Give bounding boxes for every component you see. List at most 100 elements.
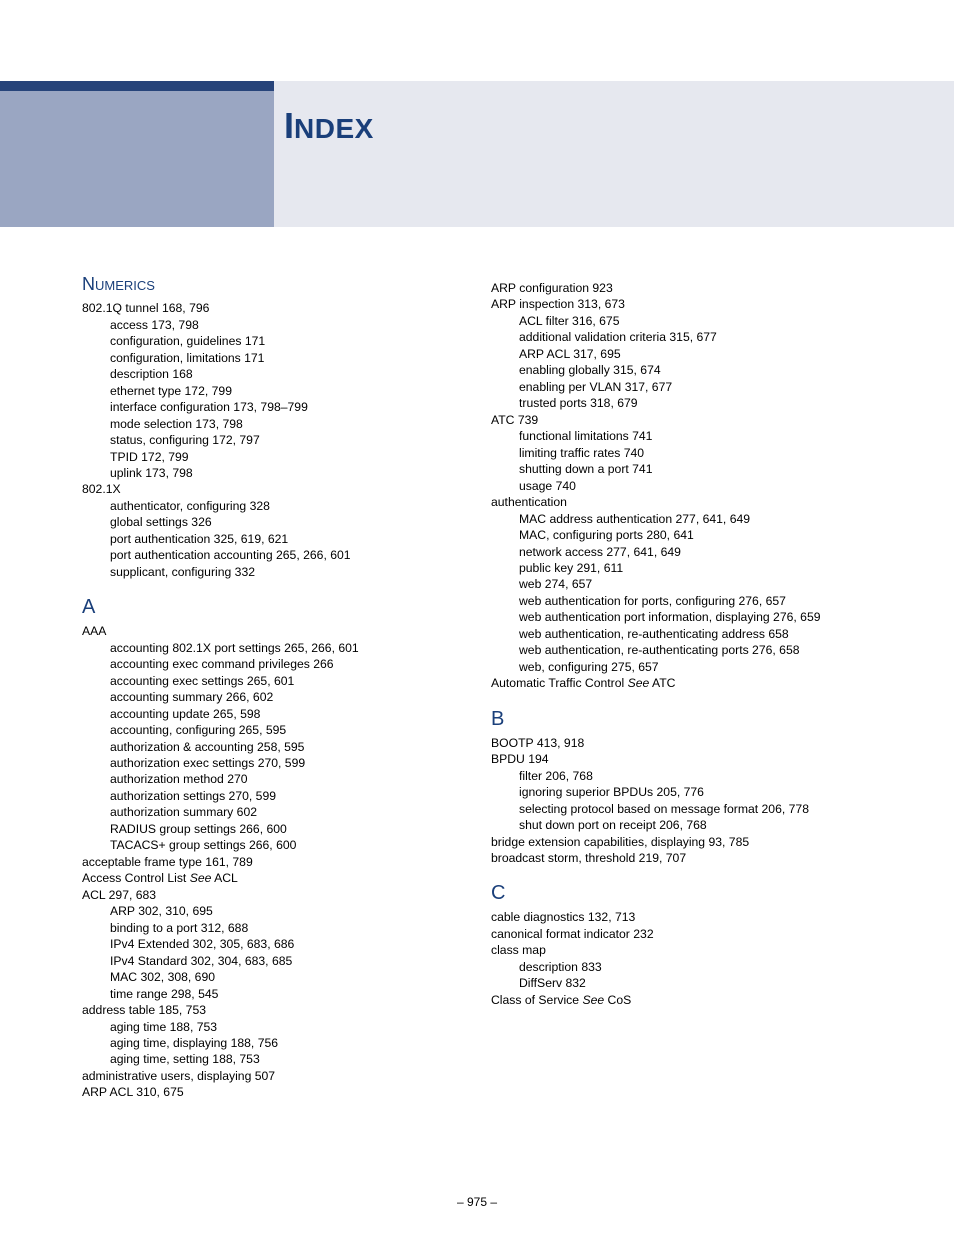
section-a: A [82, 594, 463, 621]
index-entry: TPID 172, 799 [82, 449, 463, 465]
section-numerics: Numerics [82, 272, 463, 296]
index-entry: authorization & accounting 258, 595 [82, 739, 463, 755]
index-entry: description 833 [491, 959, 872, 975]
index-entry: MAC address authentication 277, 641, 649 [491, 511, 872, 527]
index-entry: selecting protocol based on message form… [491, 801, 872, 817]
index-entry: web authentication port information, dis… [491, 609, 872, 625]
index-entry: time range 298, 545 [82, 986, 463, 1002]
index-entry: ARP configuration 923 [491, 280, 872, 296]
index-entry: accounting update 265, 598 [82, 706, 463, 722]
index-entry: accounting exec settings 265, 601 [82, 673, 463, 689]
index-entry: enabling per VLAN 317, 677 [491, 379, 872, 395]
index-entry: accounting, configuring 265, 595 [82, 722, 463, 738]
index-entry: Class of Service See CoS [491, 992, 872, 1008]
index-entry: public key 291, 611 [491, 560, 872, 576]
index-entry: binding to a port 312, 688 [82, 920, 463, 936]
entry-text: Automatic Traffic Control [491, 676, 628, 690]
index-entry: web 274, 657 [491, 576, 872, 592]
index-entry: authorization exec settings 270, 599 [82, 755, 463, 771]
index-entry: shutting down a port 741 [491, 461, 872, 477]
index-entry: class map [491, 942, 872, 958]
index-entry: ignoring superior BPDUs 205, 776 [491, 784, 872, 800]
index-entry: canonical format indicator 232 [491, 926, 872, 942]
index-entry: configuration, guidelines 171 [82, 333, 463, 349]
index-entry: filter 206, 768 [491, 768, 872, 784]
section-c: C [491, 880, 872, 907]
title-first: I [284, 105, 294, 146]
index-entry: accounting summary 266, 602 [82, 689, 463, 705]
index-entry: authorization summary 602 [82, 804, 463, 820]
section-b: B [491, 706, 872, 733]
entry-text: CoS [604, 993, 631, 1007]
index-entry: port authentication accounting 265, 266,… [82, 547, 463, 563]
index-entry: status, configuring 172, 797 [82, 432, 463, 448]
page-number: – 975 – [0, 1195, 954, 1209]
index-entry: address table 185, 753 [82, 1002, 463, 1018]
index-entry: usage 740 [491, 478, 872, 494]
index-entry: limiting traffic rates 740 [491, 445, 872, 461]
index-entry: accounting 802.1X port settings 265, 266… [82, 640, 463, 656]
index-entry: shut down port on receipt 206, 768 [491, 817, 872, 833]
title-rest: NDEX [294, 113, 374, 144]
index-entry: broadcast storm, threshold 219, 707 [491, 850, 872, 866]
index-entry: mode selection 173, 798 [82, 416, 463, 432]
index-entry: BOOTP 413, 918 [491, 735, 872, 751]
see-ref: See [190, 871, 212, 885]
index-entry: IPv4 Extended 302, 305, 683, 686 [82, 936, 463, 952]
index-entry: ARP ACL 317, 695 [491, 346, 872, 362]
index-entry: network access 277, 641, 649 [491, 544, 872, 560]
index-entry: ethernet type 172, 799 [82, 383, 463, 399]
index-entry: MAC, configuring ports 280, 641 [491, 527, 872, 543]
left-column: Numerics 802.1Q tunnel 168, 796 access 1… [82, 272, 463, 1101]
index-entry: ARP 302, 310, 695 [82, 903, 463, 919]
index-entry: RADIUS group settings 266, 600 [82, 821, 463, 837]
index-entry: supplicant, configuring 332 [82, 564, 463, 580]
index-entry: ATC 739 [491, 412, 872, 428]
index-entry: 802.1Q tunnel 168, 796 [82, 300, 463, 316]
index-entry: trusted ports 318, 679 [491, 395, 872, 411]
index-entry: TACACS+ group settings 266, 600 [82, 837, 463, 853]
index-entry: uplink 173, 798 [82, 465, 463, 481]
index-entry: authorization method 270 [82, 771, 463, 787]
index-entry: access 173, 798 [82, 317, 463, 333]
index-entry: authenticator, configuring 328 [82, 498, 463, 514]
index-entry: functional limitations 741 [491, 428, 872, 444]
banner-stripe [0, 81, 274, 91]
index-entry: web authentication, re-authenticating po… [491, 642, 872, 658]
index-entry: 802.1X [82, 481, 463, 497]
see-ref: See [628, 676, 650, 690]
index-entry: Automatic Traffic Control See ATC [491, 675, 872, 691]
index-entry: port authentication 325, 619, 621 [82, 531, 463, 547]
index-entry: BPDU 194 [491, 751, 872, 767]
banner-sideblock [0, 91, 274, 227]
index-entry: ACL 297, 683 [82, 887, 463, 903]
index-entry: ACL filter 316, 675 [491, 313, 872, 329]
index-entry: bridge extension capabilities, displayin… [491, 834, 872, 850]
index-entry: ARP inspection 313, 673 [491, 296, 872, 312]
index-columns: Numerics 802.1Q tunnel 168, 796 access 1… [82, 272, 872, 1101]
index-entry: web, configuring 275, 657 [491, 659, 872, 675]
index-entry: web authentication, re-authenticating ad… [491, 626, 872, 642]
index-entry: configuration, limitations 171 [82, 350, 463, 366]
index-entry: IPv4 Standard 302, 304, 683, 685 [82, 953, 463, 969]
index-entry: aging time, setting 188, 753 [82, 1051, 463, 1067]
entry-text: ATC [649, 676, 675, 690]
entry-text: ACL [211, 871, 237, 885]
index-entry: administrative users, displaying 507 [82, 1068, 463, 1084]
index-entry: web authentication for ports, configurin… [491, 593, 872, 609]
index-entry: additional validation criteria 315, 677 [491, 329, 872, 345]
index-entry: authorization settings 270, 599 [82, 788, 463, 804]
index-entry: enabling globally 315, 674 [491, 362, 872, 378]
index-entry: interface configuration 173, 798–799 [82, 399, 463, 415]
index-entry: DiffServ 832 [491, 975, 872, 991]
index-entry: authentication [491, 494, 872, 510]
index-entry: aging time, displaying 188, 756 [82, 1035, 463, 1051]
entry-text: Class of Service [491, 993, 582, 1007]
right-column: ARP configuration 923 ARP inspection 313… [491, 272, 872, 1101]
index-entry: global settings 326 [82, 514, 463, 530]
index-entry: accounting exec command privileges 266 [82, 656, 463, 672]
index-entry: MAC 302, 308, 690 [82, 969, 463, 985]
index-entry: description 168 [82, 366, 463, 382]
index-entry: AAA [82, 623, 463, 639]
index-entry: cable diagnostics 132, 713 [491, 909, 872, 925]
